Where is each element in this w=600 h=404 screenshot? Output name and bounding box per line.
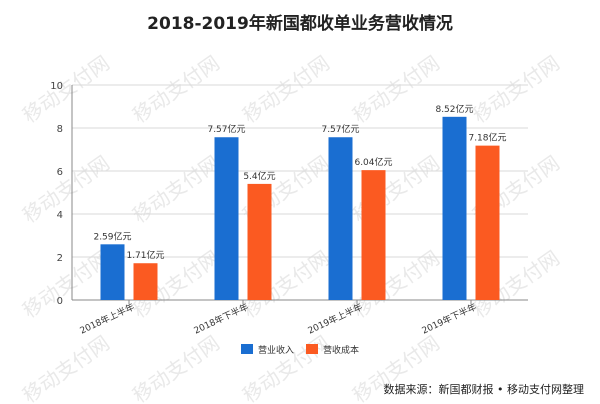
bar-cost [133, 263, 158, 300]
bar-revenue [100, 244, 125, 300]
y-tick-label: 0 [57, 296, 63, 307]
source-note: 数据来源：新国都财报 • 移动支付网整理 [383, 383, 584, 396]
bars [100, 116, 500, 300]
x-tick-label: 2019年上半年 [306, 301, 364, 337]
bar-revenue [328, 137, 353, 300]
watermark-text: 移动支付网 [128, 51, 224, 128]
legend-swatch [241, 344, 253, 354]
chart-title: 2018-2019年新国都收单业务营收情况 [147, 14, 453, 34]
data-labels: 2.59亿元 1.71亿元 7.57亿元 5.4亿元 7.57亿元 6.04亿元 8.52亿… [93, 103, 506, 261]
y-tick-label: 8 [57, 124, 63, 135]
y-tick-label: 4 [57, 210, 63, 221]
watermark-text: 移动支付网 [348, 51, 444, 128]
bar-revenue [214, 137, 239, 300]
x-tick-label: 2018年上半年 [78, 301, 136, 337]
watermark-text: 移动支付网 [18, 331, 114, 404]
data-label: 8.52亿元 [435, 103, 473, 115]
x-tick-label: 2018年下半年 [192, 301, 250, 337]
data-label: 7.57亿元 [321, 123, 359, 135]
watermark-text: 移动支付网 [18, 51, 114, 128]
y-tick-label: 6 [57, 167, 63, 178]
watermark-text: 移动支付网 [128, 331, 224, 404]
bar-revenue [442, 116, 467, 300]
data-label: 2.59亿元 [93, 230, 131, 242]
legend-label: 营收成本 [323, 344, 359, 356]
legend-swatch [306, 344, 318, 354]
watermark-text: 移动支付网 [238, 51, 334, 128]
bar-cost [475, 145, 500, 300]
watermark-text: 移动支付网 [18, 151, 114, 228]
data-label: 5.4亿元 [243, 170, 275, 182]
data-label: 7.57亿元 [207, 123, 245, 135]
x-tick-label: 2019年下半年 [420, 301, 478, 337]
legend-label: 营业收入 [258, 344, 294, 356]
y-tick-label: 10 [50, 81, 63, 92]
bar-cost [247, 183, 272, 300]
watermark-text: 移动支付网 [128, 151, 224, 228]
watermark-text: 移动支付网 [238, 331, 334, 404]
y-tick-label: 2 [57, 253, 63, 264]
data-label: 1.71亿元 [126, 249, 164, 261]
data-label: 7.18亿元 [468, 132, 506, 144]
legend: 营业收入 营收成本 [241, 344, 359, 356]
data-label: 6.04亿元 [354, 156, 392, 168]
bar-cost [361, 170, 386, 300]
watermark-text: 移动支付网 [468, 51, 564, 128]
